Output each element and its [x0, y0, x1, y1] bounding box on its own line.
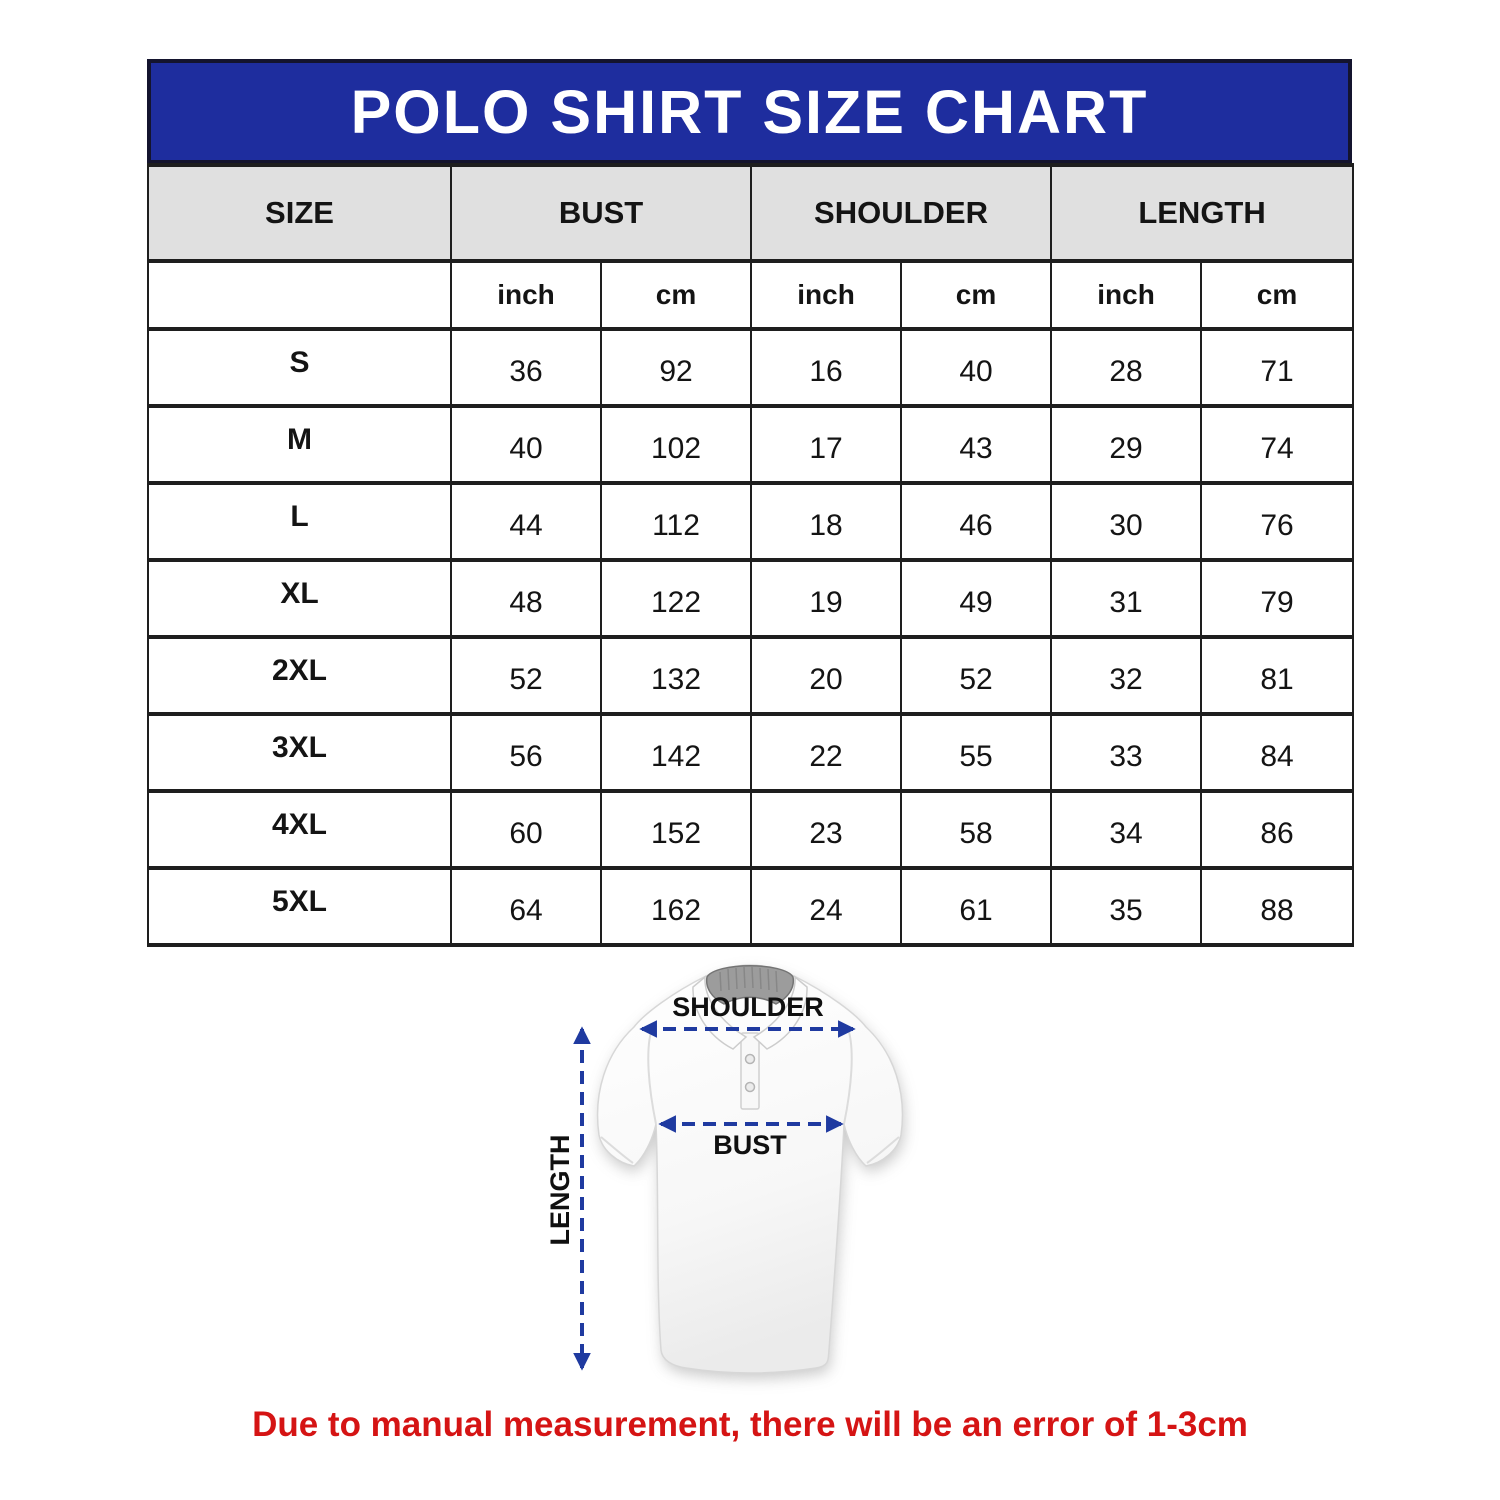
- measurement-cell: 52: [900, 635, 1053, 716]
- measurement-cell: 22: [750, 712, 903, 793]
- measurement-cell: 92: [599, 327, 753, 408]
- table-row: 4XL 60 152 23 58 34 86: [147, 789, 1355, 870]
- unit-header: inch: [450, 259, 602, 331]
- measurement-cell: 52: [450, 635, 602, 716]
- measurement-cell: 152: [599, 789, 753, 870]
- measurement-cell: 17: [750, 404, 903, 485]
- size-label: L: [147, 481, 452, 562]
- measurement-cell: 162: [599, 866, 753, 947]
- column-header-bust: BUST: [449, 163, 753, 263]
- measurement-cell: 79: [1200, 558, 1355, 639]
- table-units-row: inch cm inch cm inch cm: [147, 259, 1355, 331]
- measurement-cell: 60: [450, 789, 602, 870]
- measurement-cell: 16: [750, 327, 903, 408]
- measurement-cell: 34: [1050, 789, 1203, 870]
- measurement-cell: 88: [1200, 866, 1355, 947]
- table-row: L 44 112 18 46 30 76: [147, 481, 1355, 562]
- measurement-cell: 24: [750, 866, 903, 947]
- unit-header: cm: [1200, 259, 1355, 331]
- column-header-shoulder: SHOULDER: [750, 163, 1053, 263]
- unit-header: cm: [900, 259, 1053, 331]
- table-header-row: SIZE BUST SHOULDER LENGTH: [147, 163, 1355, 263]
- size-chart-banner: POLO SHIRT SIZE CHART: [147, 59, 1352, 164]
- bust-label: BUST: [713, 1130, 787, 1160]
- shirt-placket: [740, 1032, 760, 1110]
- measurement-cell: 81: [1200, 635, 1355, 716]
- shirt-body: [596, 964, 904, 1374]
- size-label: 4XL: [147, 789, 452, 870]
- measurement-cell: 20: [750, 635, 903, 716]
- unit-header: cm: [599, 259, 753, 331]
- measurement-cell: 35: [1050, 866, 1203, 947]
- measurement-cell: 71: [1200, 327, 1355, 408]
- polo-shirt-diagram: SHOULDER BUST LENGTH: [545, 964, 905, 1379]
- table-row: 3XL 56 142 22 55 33 84: [147, 712, 1355, 793]
- column-header-length: LENGTH: [1050, 163, 1355, 263]
- measurement-cell: 29: [1050, 404, 1203, 485]
- units-empty-cell: [147, 259, 452, 331]
- size-chart-table: SIZE BUST SHOULDER LENGTH inch cm inch c…: [147, 163, 1355, 947]
- measurement-cell: 84: [1200, 712, 1355, 793]
- measurement-cell: 48: [450, 558, 602, 639]
- measurement-cell: 64: [450, 866, 602, 947]
- measurement-cell: 112: [599, 481, 753, 562]
- measurement-cell: 36: [450, 327, 602, 408]
- measurement-cell: 19: [750, 558, 903, 639]
- measurement-cell: 56: [450, 712, 602, 793]
- table-row: M 40 102 17 43 29 74: [147, 404, 1355, 485]
- table-row: S 36 92 16 40 28 71: [147, 327, 1355, 408]
- measurement-cell: 40: [450, 404, 602, 485]
- size-label: 3XL: [147, 712, 452, 793]
- measurement-cell: 55: [900, 712, 1053, 793]
- measurement-cell: 31: [1050, 558, 1203, 639]
- measurement-cell: 32: [1050, 635, 1203, 716]
- measurement-cell: 23: [750, 789, 903, 870]
- measurement-cell: 74: [1200, 404, 1355, 485]
- measurement-cell: 102: [599, 404, 753, 485]
- size-label: XL: [147, 558, 452, 639]
- table-row: 5XL 64 162 24 61 35 88: [147, 866, 1355, 947]
- length-label: LENGTH: [545, 1135, 575, 1246]
- measurement-cell: 44: [450, 481, 602, 562]
- size-label: M: [147, 404, 452, 485]
- measurement-cell: 86: [1200, 789, 1355, 870]
- measurement-cell: 43: [900, 404, 1053, 485]
- size-label: 5XL: [147, 866, 452, 947]
- measurement-cell: 33: [1050, 712, 1203, 793]
- unit-header: inch: [1050, 259, 1203, 331]
- shoulder-label: SHOULDER: [672, 992, 824, 1022]
- measurement-cell: 40: [900, 327, 1053, 408]
- measurement-cell: 58: [900, 789, 1053, 870]
- measurement-cell: 30: [1050, 481, 1203, 562]
- table-row: 2XL 52 132 20 52 32 81: [147, 635, 1355, 716]
- shirt-button: [744, 1081, 756, 1093]
- unit-header: inch: [750, 259, 903, 331]
- column-header-size: SIZE: [147, 163, 452, 263]
- measurement-cell: 76: [1200, 481, 1355, 562]
- page-title: POLO SHIRT SIZE CHART: [350, 77, 1149, 146]
- measurement-cell: 28: [1050, 327, 1203, 408]
- measurement-cell: 61: [900, 866, 1053, 947]
- size-label: S: [147, 327, 452, 408]
- measurement-cell: 49: [900, 558, 1053, 639]
- measurement-cell: 46: [900, 481, 1053, 562]
- shirt-collar: [692, 965, 808, 1110]
- measurement-cell: 122: [599, 558, 753, 639]
- table-row: XL 48 122 19 49 31 79: [147, 558, 1355, 639]
- measurement-cell: 142: [599, 712, 753, 793]
- shirt-button: [744, 1053, 756, 1065]
- measurement-cell: 18: [750, 481, 903, 562]
- measurement-note: Due to manual measurement, there will be…: [252, 1405, 1248, 1444]
- size-label: 2XL: [147, 635, 452, 716]
- measurement-cell: 132: [599, 635, 753, 716]
